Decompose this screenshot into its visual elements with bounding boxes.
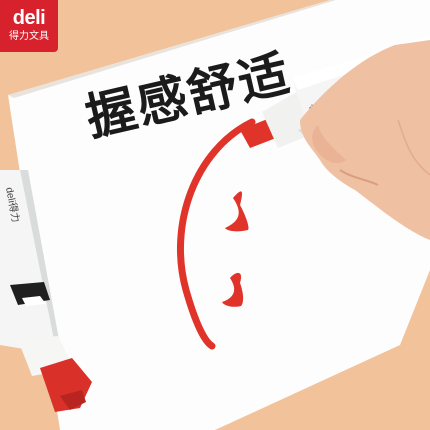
drawn-eye-top bbox=[225, 191, 249, 232]
marker-left: deli得力 bbox=[0, 170, 92, 412]
brand-logo-badge: deli 得力文具 bbox=[0, 0, 58, 52]
hand-finger bbox=[312, 125, 346, 164]
paper-edge-shadow bbox=[8, 0, 336, 98]
brand-subtitle: 得力文具 bbox=[9, 31, 49, 42]
brand-logo-text: deli bbox=[12, 7, 46, 29]
marker-right-tip bbox=[240, 118, 276, 148]
drawn-eye-bottom bbox=[222, 272, 244, 307]
drawn-face-outline bbox=[176, 118, 256, 350]
hand bbox=[300, 40, 430, 240]
